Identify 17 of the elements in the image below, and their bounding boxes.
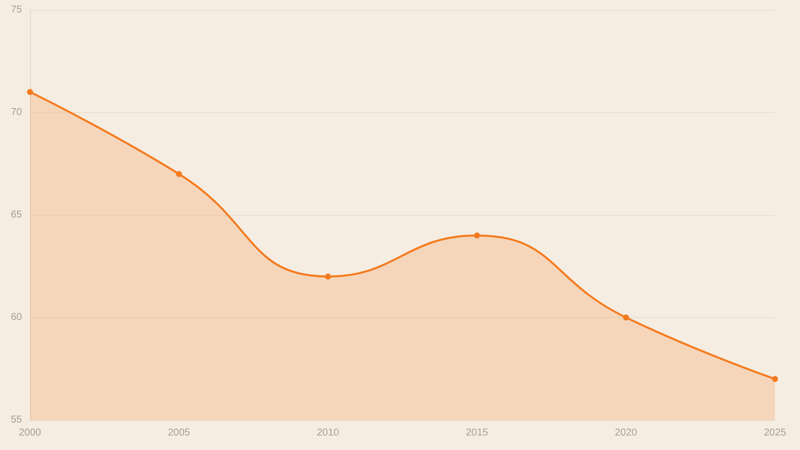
x-tick-label: 2000 [18,428,42,438]
point [474,232,480,238]
x-tick-label: 2010 [316,428,340,438]
x-tick-label: 2015 [466,428,489,438]
point [772,376,778,382]
point [325,274,331,280]
x-tick-label: 2005 [168,428,191,438]
point [27,89,33,95]
point [176,171,182,177]
x-tick-label: 2025 [764,428,787,438]
y-tick-label: 60 [10,312,22,323]
point [623,314,629,320]
y-tick-label: 55 [10,414,22,426]
x-tick-label: 2020 [614,428,638,438]
y-tick-label: 65 [10,210,22,220]
y-tick-label: 75 [10,4,22,16]
y-tick-label: 70 [10,107,22,118]
